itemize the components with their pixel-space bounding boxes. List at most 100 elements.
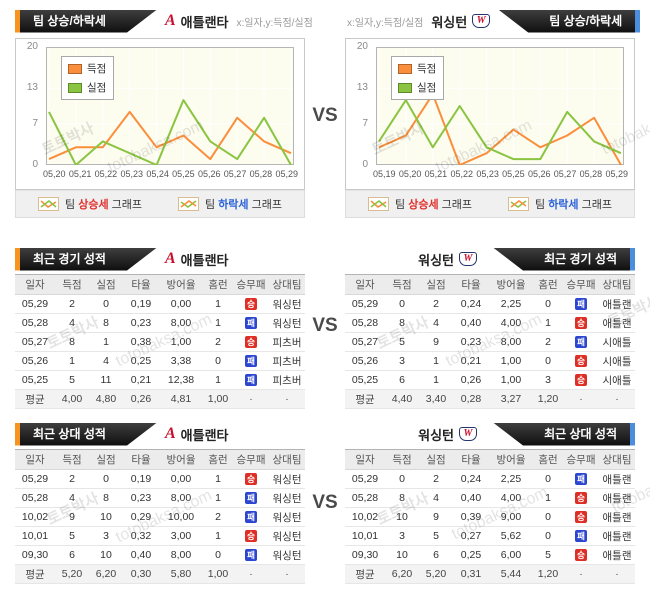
table-cell: 5 <box>55 370 89 390</box>
table-cell: 05,28 <box>15 488 55 508</box>
table-cell: 1,00 <box>203 389 233 409</box>
table-cell: 평균 <box>15 564 55 584</box>
result-badge: 패 <box>575 530 587 543</box>
column-header: 득점 <box>55 449 89 470</box>
team-name-left: 애틀랜타 <box>180 252 229 268</box>
column-header: 실점 <box>89 449 123 470</box>
table-cell: 9 <box>419 507 453 527</box>
table-cell: 4,80 <box>89 389 123 409</box>
table-cell: 6,20 <box>385 564 419 584</box>
table-cell: 2 <box>55 294 89 314</box>
table-cell: 2 <box>419 294 453 314</box>
table-cell: 평균 <box>15 389 55 409</box>
column-header: 실점 <box>419 449 453 470</box>
result-badge: 승 <box>575 549 587 562</box>
table-cell: 0,19 <box>123 294 159 314</box>
table-cell: 0,23 <box>123 488 159 508</box>
table-cell: 애틀랜 <box>599 313 635 333</box>
downtrend-legend-label: 팀 하락세 그래프 <box>535 199 612 211</box>
table-cell: 0,26 <box>123 389 159 409</box>
trend-cross-icon <box>508 197 529 211</box>
table-cell: 0,40 <box>453 488 489 508</box>
column-header: 득점 <box>385 274 419 295</box>
recent-games-table-left: 일자 득점 실점 타율 방어율 홈런 승무패 상대팀 05,29 2 0 0,19 0,00 1 승 워싱턴 0… <box>15 274 305 409</box>
x-axis-tick: 05,27 <box>223 169 247 179</box>
table-cell: 2 <box>419 469 453 489</box>
trend-cross-icon <box>178 197 199 211</box>
table-cell: 5 <box>55 526 89 546</box>
team-left: A 애틀랜타 <box>165 12 229 31</box>
banner-label: 최근 상대 성적 <box>33 426 106 441</box>
table-cell: 05,26 <box>345 351 385 371</box>
result-badge: 패 <box>245 355 257 368</box>
table-cell: 애틀랜 <box>599 526 635 546</box>
recent-games-table-right: 일자 득점 실점 타율 방어율 홈런 승무패 상대팀 05,29 0 2 0,24 2,25 0 패 애틀랜 0… <box>345 274 635 409</box>
table-cell: 피츠버 <box>269 351 305 371</box>
average-row: 평균 4,00 4,80 0,26 4,81 1,00 · · <box>15 389 305 409</box>
table-cell: 8,00 <box>159 488 203 508</box>
table-cell: 4 <box>419 313 453 333</box>
table-cell: 0,40 <box>453 313 489 333</box>
table-row: 05,29 0 2 0,24 2,25 0 패 애틀랜 <box>345 469 635 489</box>
y-axis-tick: 20 <box>26 41 38 52</box>
head-to-head-table-left: 일자 득점 실점 타율 방어율 홈런 승무패 상대팀 05,29 2 0 0,19 0,00 1 승 워싱턴 0… <box>15 449 305 584</box>
x-axis-labels: 05,20 05,21 05,22 05,23 05,24 05,25 05,26 05,27… <box>43 169 298 179</box>
x-axis-tick: 05,23 <box>476 169 499 179</box>
table-cell: 0 <box>203 545 233 565</box>
result-badge: 승 <box>575 374 587 387</box>
table-cell: 시애틀 <box>599 370 635 390</box>
column-header: 득점 <box>385 449 419 470</box>
table-cell: 1,20 <box>533 389 563 409</box>
table-cell: 5,44 <box>489 564 533 584</box>
average-row: 평균 4,40 3,40 0,28 3,27 1,20 · · <box>345 389 635 409</box>
table-cell: 2,25 <box>489 469 533 489</box>
y-axis-tick: 13 <box>26 82 38 94</box>
table-row: 05,28 4 8 0,23 8,00 1 패 워싱턴 <box>15 313 305 333</box>
table-cell: 1,00 <box>159 332 203 352</box>
table-cell: 워싱턴 <box>269 507 305 527</box>
column-header: 상대팀 <box>599 449 635 470</box>
table-cell: 2,25 <box>489 294 533 314</box>
table-cell: 0 <box>203 351 233 371</box>
table-cell: 워싱턴 <box>269 526 305 546</box>
column-header: 승무패 <box>563 449 599 470</box>
table-cell: · <box>599 564 635 584</box>
head-to-head-panel-right: 워싱턴 W 최근 상대 성적 일자 득점 실점 타율 방어율 홈런 승무패 상대팀 05,29 0… <box>345 421 635 584</box>
uptrend-legend-label: 팀 상승세 그래프 <box>65 199 142 211</box>
table-cell: 9 <box>55 507 89 527</box>
table-row: 10,02 9 10 0,29 10,00 2 패 워싱턴 <box>15 507 305 527</box>
table-cell: 0 <box>385 469 419 489</box>
chart-footer-legend: 팀 상승세 그래프 팀 하락세 그래프 <box>345 190 635 218</box>
table-cell: 10,01 <box>15 526 55 546</box>
head-to-head-panel-left: 최근 상대 성적 A 애틀랜타 일자 득점 실점 타율 방어율 홈런 승무패 상대팀 05,29… <box>15 421 305 584</box>
table-cell: 0 <box>533 526 563 546</box>
x-axis-tick: 05,25 <box>172 169 195 179</box>
table-cell: 0,26 <box>453 370 489 390</box>
table-cell: 애틀랜 <box>599 507 635 527</box>
table-cell: 5 <box>533 545 563 565</box>
table-cell: 10,02 <box>345 507 385 527</box>
table-cell: 0,21 <box>123 370 159 390</box>
trend-panel-right: x:일자,y:득점/실점 워싱턴 W 팀 상승/하락세 0 7 13 20 득점 실점 … <box>345 8 641 218</box>
banner-label: 팀 상승/하락세 <box>33 13 106 28</box>
x-axis-tick: 05,20 <box>43 169 66 179</box>
column-header: 타율 <box>123 274 159 295</box>
table-cell: · <box>269 389 305 409</box>
x-axis-tick: 05,25 <box>502 169 525 179</box>
legend-item: 득점 <box>68 61 106 76</box>
column-header-row: 일자 득점 실점 타율 방어율 홈런 승무패 상대팀 <box>345 274 635 295</box>
result-badge: 패 <box>245 317 257 330</box>
table-cell: 0,23 <box>453 332 489 352</box>
column-header: 실점 <box>89 274 123 295</box>
table-row: 05,27 5 9 0,23 8,00 2 패 시애틀 <box>345 332 635 352</box>
column-header: 득점 <box>55 274 89 295</box>
team-right: 워싱턴 W <box>418 425 477 444</box>
table-cell: · <box>269 564 305 584</box>
result-badge: 패 <box>245 511 257 524</box>
table-cell: 3 <box>385 526 419 546</box>
y-axis-tick: 0 <box>32 159 38 170</box>
average-row: 평균 5,20 6,20 0,30 5,80 1,00 · · <box>15 564 305 584</box>
chart-legend: 득점 실점 <box>391 56 445 100</box>
legend-item: 실점 <box>398 80 436 95</box>
